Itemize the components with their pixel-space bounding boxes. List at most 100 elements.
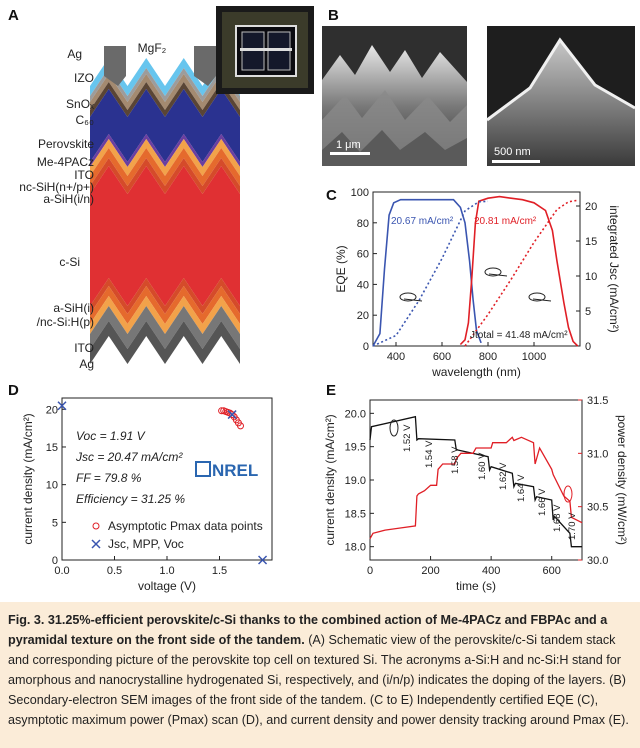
axis-indicator-icon	[563, 485, 573, 503]
y2-tick-label: 10	[585, 271, 597, 283]
layer-ncsi-p	[90, 286, 240, 324]
x-tick-label: 800	[479, 351, 497, 363]
layer-ito-bottom	[90, 296, 240, 334]
layer-label: Ag	[79, 357, 94, 371]
y-tick-label: 18.5	[345, 508, 366, 520]
x-tick-label: 600	[433, 351, 451, 363]
voltage-step-label: 1.60 V	[477, 452, 488, 480]
caption-title: Fig. 3. 31.25%-efficient perovskite/c-Si…	[8, 613, 608, 647]
plot-frame	[369, 399, 583, 561]
jv-pmax-chart: 0.0 0.5 1.0 1.5 0 5 10 15 20 voltage (V) current d…	[21, 397, 273, 593]
layer-label: IZO	[74, 71, 94, 85]
layer-label: C₆₀	[76, 113, 95, 127]
layer-label: nc-SiH(n+/p+)	[19, 180, 94, 194]
layer-ncsi-np	[90, 148, 240, 186]
perovskite-cell-photo	[216, 6, 314, 94]
axis-indicator-icon	[528, 292, 546, 302]
panel-label-a: A	[8, 7, 19, 24]
voltage-step-label: 1.58 V	[450, 446, 461, 474]
voltage-step-label: 1.62 V	[498, 462, 509, 490]
layer-label: Me-4PACz	[37, 155, 94, 169]
jsc-mpp-voc-marker	[227, 410, 237, 420]
y2-tick-label: 15	[585, 236, 597, 248]
y2-tick-label: 5	[585, 306, 591, 318]
x-tick-label: 0.5	[107, 565, 122, 577]
y-axis-label: current density (mA/cm²)	[21, 413, 35, 544]
scale-bar-label-500nm: 500 nm	[494, 146, 531, 158]
layer-label: Perovskite	[38, 137, 94, 151]
power-density-trace	[369, 436, 583, 540]
layer-label: ITO	[74, 341, 94, 355]
x-tick-label: 0	[367, 565, 373, 577]
voltage-step-label: 1.66 V	[537, 488, 548, 516]
layer-label: c-Si	[59, 255, 80, 269]
panel-label-e: E	[326, 382, 336, 399]
mpp-tracking-chart: 0 200 400 600 18.0 18.5 19.0 19.5 20.0 30.0 30.5 31…	[323, 395, 629, 593]
stat-voc: Voc = 1.91 V	[76, 429, 146, 443]
y-tick-label: 20	[46, 404, 58, 416]
layer-label: SnOₓ	[66, 97, 94, 111]
layer-label: MgF₂	[138, 41, 167, 55]
jsc-mpp-voc-marker	[57, 401, 67, 411]
y-tick-label: 0	[363, 341, 369, 353]
y-tick-label: 19.0	[345, 475, 366, 487]
layer-label: a-SiH(i/n)	[43, 192, 94, 206]
axis-indicator-arrow	[403, 298, 423, 302]
axis-indicator-arrow	[488, 273, 508, 277]
layer-asi-in	[90, 158, 240, 194]
pmax-data-point	[228, 411, 236, 419]
axis-indicator-icon	[484, 267, 502, 277]
x-tick-label: 200	[421, 565, 439, 577]
y-tick-label: 60	[357, 249, 369, 261]
y2-tick-label: 0	[585, 341, 591, 353]
eqe-chart: 400 600 800 100002040608010005101520wavelen…	[334, 187, 621, 379]
stat-jsc: Jsc = 20.47 mA/cm²	[75, 450, 183, 464]
layer-ito-top	[90, 139, 240, 176]
y2-tick-label: 31.0	[587, 448, 608, 460]
y-tick-label: 40	[357, 279, 369, 291]
x-tick-label: 1.5	[212, 565, 227, 577]
x-axis-label: voltage (V)	[138, 579, 196, 593]
eqe-curve	[372, 198, 482, 347]
y2-tick-label: 20	[585, 201, 597, 213]
voltage-step-label: 1.70 V	[567, 512, 578, 540]
tandem-stack-schematic	[90, 46, 240, 364]
sem-image-left: 1 μm	[322, 26, 467, 166]
annotation-total-jsc: Jtotal = 41.48 mA/cm²	[470, 330, 568, 341]
layer-ag-bottom-2	[90, 321, 240, 364]
layer-label: a-SiH(i)	[53, 301, 94, 315]
layer-asi-i	[90, 278, 240, 314]
layer-csi	[90, 166, 240, 306]
ag-contact-left	[104, 46, 126, 86]
x-tick-label: 1.0	[159, 565, 174, 577]
x-tick-label: 0.0	[54, 565, 69, 577]
eqe-curve	[459, 195, 579, 347]
voltage-step-label: 1.64 V	[516, 474, 527, 502]
y-tick-label: 19.5	[345, 442, 366, 454]
jsc-mpp-voc-marker	[258, 555, 268, 565]
panel-label-b: B	[328, 7, 339, 24]
stat-eff: Efficiency = 31.25 %	[76, 492, 185, 506]
legend-label-jsc: Jsc, MPP, Voc	[108, 537, 184, 551]
y2-axis-label: integrated Jsc (mA/cm²)	[607, 205, 621, 332]
current-density-trace	[369, 415, 582, 548]
y2-axis-label: power density (mW/cm²)	[615, 415, 629, 545]
x-tick-label: 400	[387, 351, 405, 363]
ag-contact-right	[194, 46, 216, 86]
pmax-data-point	[237, 422, 244, 430]
y-axis-label: EQE (%)	[334, 245, 348, 292]
x-tick-label: 1000	[522, 351, 546, 363]
nrel-logo-icon	[195, 461, 211, 477]
plot-frame	[372, 191, 581, 347]
layer-snox	[90, 74, 240, 110]
y-tick-label: 5	[52, 517, 58, 529]
layer-labels: Ag MgF₂ IZO SnOₓ C₆₀ Perovskite Me-4PACz ITO nc-…	[19, 41, 166, 371]
y2-tick-label: 30.0	[587, 555, 608, 567]
pmax-data-point	[218, 407, 226, 415]
x-axis-label: wavelength (nm)	[431, 365, 521, 379]
layer-ag-bottom-1	[90, 306, 240, 349]
sem-image-right: 500 nm	[486, 26, 636, 166]
nrel-logo-text: NREL	[212, 461, 258, 480]
panel-label-c: C	[326, 187, 337, 204]
annotation-bottom-jsc: 20.81 mA/cm²	[474, 216, 537, 227]
